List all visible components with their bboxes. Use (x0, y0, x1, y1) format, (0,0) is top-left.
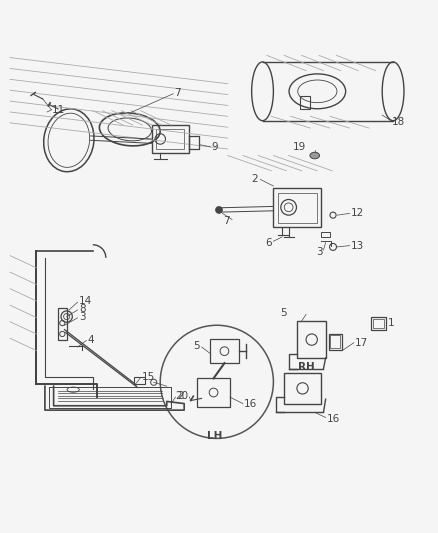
Text: 19: 19 (293, 142, 306, 152)
Text: 12: 12 (351, 208, 364, 219)
Bar (330, 335, 340, 349)
Text: 15: 15 (142, 372, 155, 382)
Text: 4: 4 (88, 335, 94, 345)
Text: 5: 5 (194, 341, 200, 351)
Text: 18: 18 (392, 117, 406, 127)
Text: 14: 14 (79, 296, 92, 306)
Text: 9: 9 (212, 142, 218, 152)
Bar (197, 378, 230, 407)
Circle shape (215, 206, 223, 213)
Text: 3: 3 (79, 312, 85, 322)
Text: 2: 2 (177, 391, 184, 401)
Bar (273, 188, 321, 228)
Text: 7: 7 (223, 216, 230, 226)
Bar (152, 125, 188, 154)
Bar (278, 192, 317, 223)
Text: 5: 5 (280, 308, 286, 318)
Bar (156, 130, 184, 149)
Bar (328, 334, 342, 350)
Text: 11: 11 (52, 105, 66, 115)
Text: 20: 20 (175, 391, 188, 401)
Bar (321, 232, 330, 237)
Text: LH: LH (207, 431, 223, 441)
Bar (284, 373, 321, 403)
Bar (58, 308, 67, 341)
Bar (210, 339, 239, 363)
Bar (371, 318, 386, 329)
Text: 8: 8 (79, 304, 85, 314)
Text: 17: 17 (355, 338, 368, 348)
Text: 2: 2 (251, 174, 258, 183)
Text: 16: 16 (327, 414, 340, 424)
Text: 13: 13 (351, 240, 364, 251)
Ellipse shape (310, 152, 320, 159)
Text: 1: 1 (388, 318, 394, 328)
Text: 7: 7 (175, 88, 181, 98)
Bar (134, 377, 145, 384)
Bar (300, 96, 311, 109)
Text: 16: 16 (244, 399, 258, 409)
Bar (297, 321, 325, 358)
Text: 6: 6 (265, 238, 272, 247)
Text: RH: RH (298, 362, 314, 373)
Text: 3: 3 (316, 247, 322, 257)
Bar (373, 319, 384, 328)
